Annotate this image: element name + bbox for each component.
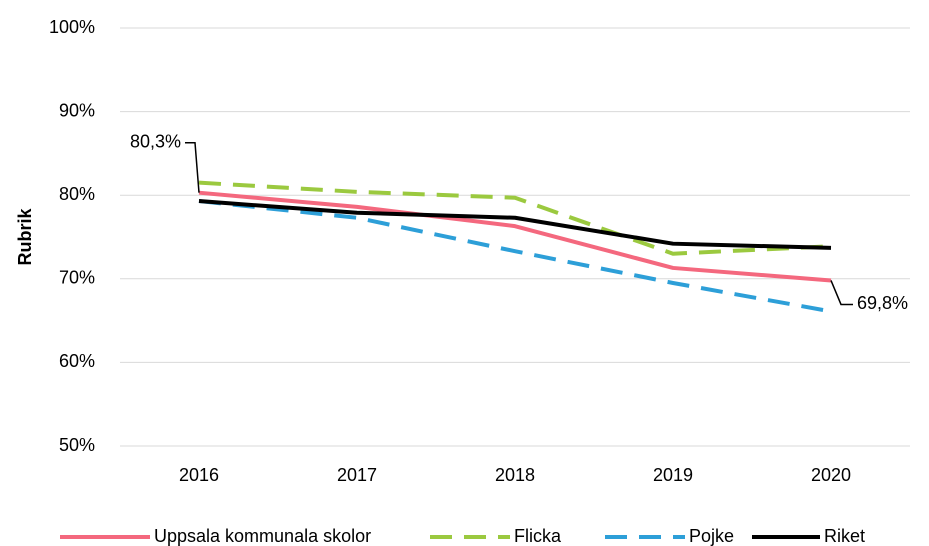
y-tick-label: 70%: [59, 268, 95, 288]
data-label: 80,3%: [130, 131, 181, 151]
y-tick-label: 90%: [59, 100, 95, 120]
series-line: [198, 190, 832, 283]
label-leader: [185, 141, 200, 193]
label-leader: [830, 280, 853, 306]
y-tick-label: 100%: [49, 17, 95, 37]
x-tick-label: 2017: [337, 465, 377, 485]
legend-label: Pojke: [689, 526, 734, 546]
x-tick-label: 2016: [179, 465, 219, 485]
series-line: [198, 180, 832, 256]
y-tick-label: 60%: [59, 351, 95, 371]
x-tick-label: 2020: [811, 465, 851, 485]
legend-label: Uppsala kommunala skolor: [154, 526, 371, 546]
x-tick-label: 2019: [653, 465, 693, 485]
y-tick-label: 50%: [59, 435, 95, 455]
y-tick-label: 80%: [59, 184, 95, 204]
x-tick-label: 2018: [495, 465, 535, 485]
y-axis-label: Rubrik: [15, 208, 35, 266]
legend-label: Flicka: [514, 526, 562, 546]
series-line: [198, 199, 832, 314]
data-label: 69,8%: [857, 293, 908, 313]
series-line: [198, 199, 832, 250]
legend-label: Riket: [824, 526, 865, 546]
